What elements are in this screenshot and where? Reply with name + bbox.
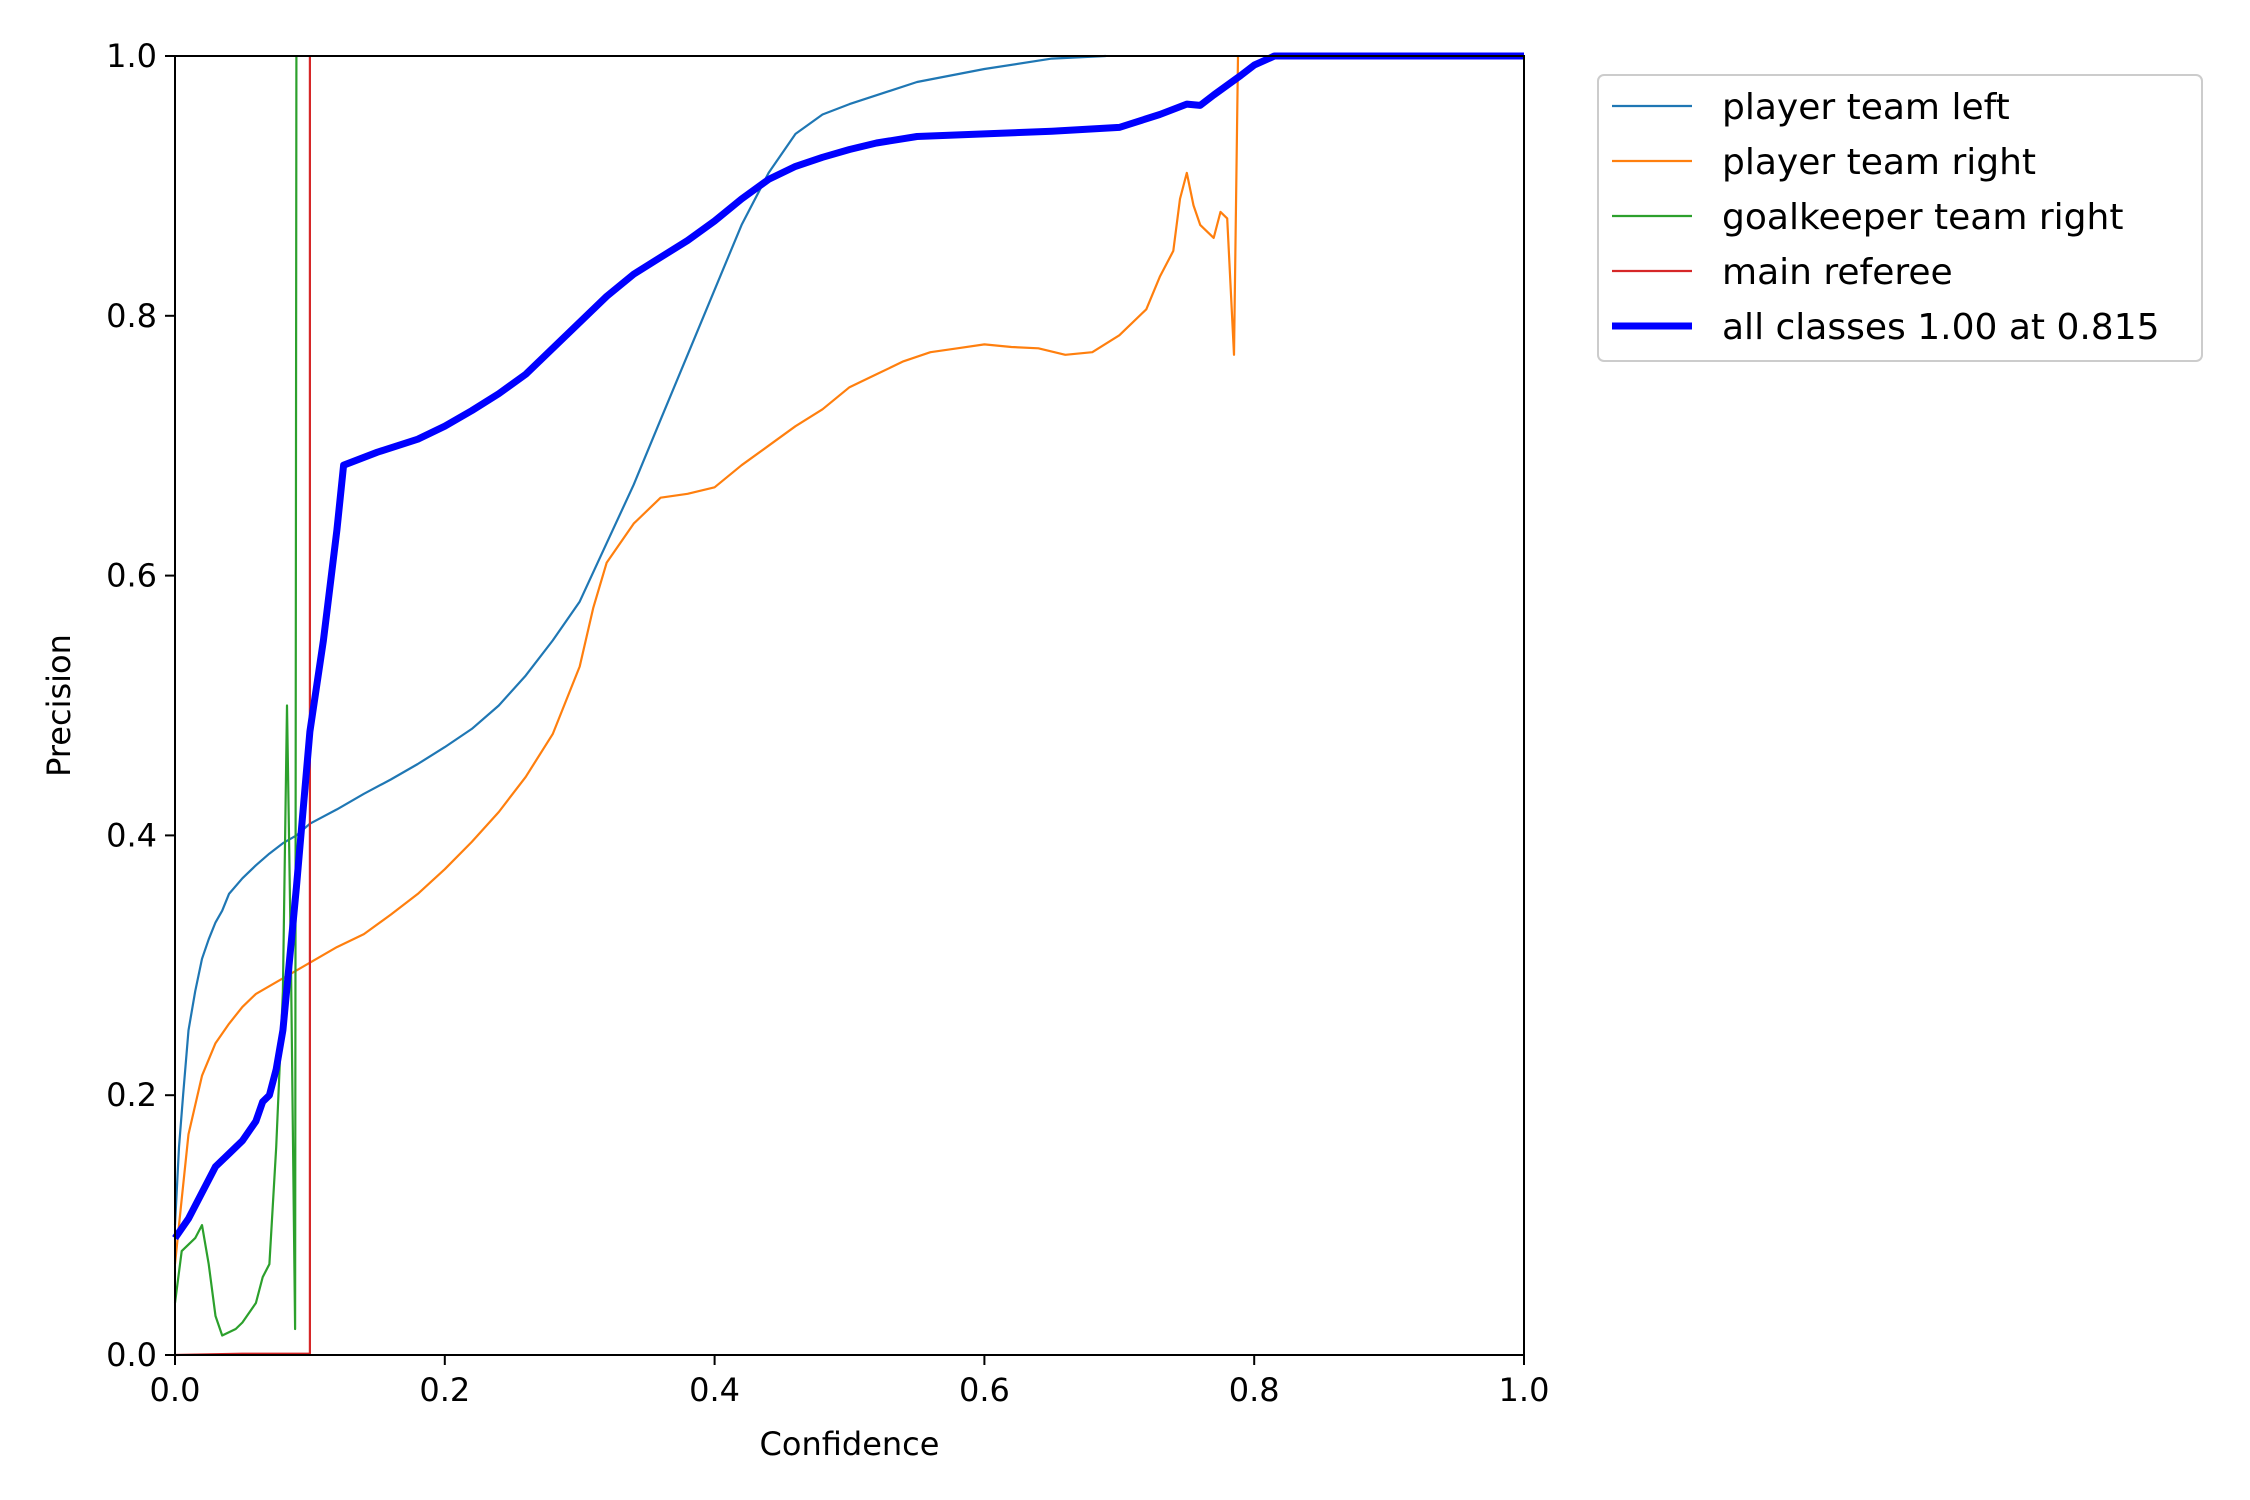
- x-tick-label: 0.6: [959, 1371, 1010, 1409]
- series-line-3: [174, 56, 311, 1357]
- legend-label-2: goalkeeper team right: [1722, 197, 2123, 238]
- y-tick-label: 0.8: [106, 297, 157, 335]
- x-tick-label: 0.8: [1229, 1371, 1280, 1409]
- plot-frame: [174, 55, 1525, 1356]
- x-axis: 0.0 0.2 0.4 0.6 0.8 1.0: [150, 1355, 1550, 1409]
- x-tick-label: 1.0: [1499, 1371, 1550, 1409]
- legend-box: [1597, 74, 2203, 362]
- x-tick-label: 0.0: [150, 1371, 201, 1409]
- y-tick-label: 0.0: [106, 1336, 157, 1374]
- x-tick-label: 0.4: [689, 1371, 740, 1409]
- y-tick-label: 0.4: [106, 816, 157, 854]
- series-line-2: [173, 55, 298, 1337]
- legend-label-0: player team left: [1722, 87, 2010, 128]
- y-tick-label: 1.0: [106, 37, 157, 75]
- x-axis-title: Confidence: [760, 1425, 940, 1463]
- legend: player team left player team right goalkee…: [1597, 74, 2203, 362]
- series-line-1: [173, 55, 1240, 1265]
- legend-label-1: player team right: [1722, 142, 2036, 183]
- x-tick-label: 0.2: [419, 1371, 470, 1409]
- series-line-4: [172, 52, 1524, 1241]
- y-tick-label: 0.2: [106, 1076, 157, 1114]
- legend-label-4: all classes 1.00 at 0.815: [1722, 307, 2160, 348]
- series-line-0: [173, 54, 1106, 1226]
- y-axis-title: Precision: [40, 634, 78, 777]
- legend-label-3: main referee: [1722, 252, 1953, 293]
- plot-lines: [172, 52, 1524, 1357]
- y-tick-label: 0.6: [106, 557, 157, 595]
- y-axis: 0.0 0.2 0.4 0.6 0.8 1.0: [106, 37, 175, 1374]
